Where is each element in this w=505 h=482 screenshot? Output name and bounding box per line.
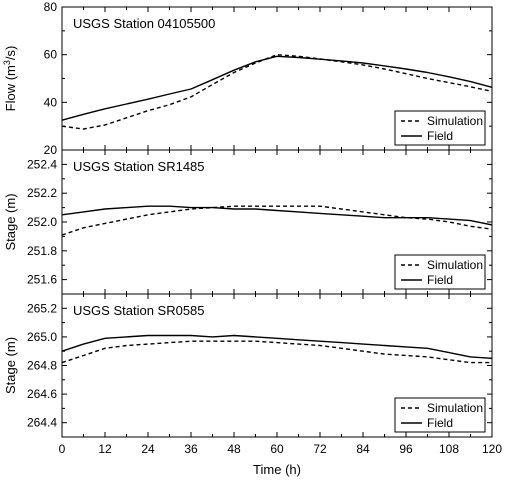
y-axis-title: Stage (m) <box>3 337 18 394</box>
y-tick-label: 60 <box>44 48 58 62</box>
series-line-field <box>61 55 493 121</box>
x-tick-label: 0 <box>59 442 66 456</box>
x-tick-label: 36 <box>184 442 198 456</box>
panel-1: 20 40 60 80 Flow (m3/s) USGS Station 04105500… <box>2 0 493 157</box>
legend-label: Field <box>427 129 453 143</box>
y-tick-label: 20 <box>44 143 58 157</box>
panel-3: 264.4 264.6 264.8 265.0 265.2 Stage (m) USGS S… <box>3 293 502 477</box>
x-tick-label: 72 <box>313 442 327 456</box>
y-tick-label: 252.0 <box>27 215 57 229</box>
x-axis-title: Time (h) <box>253 462 301 477</box>
y-tick-label: 265.2 <box>27 301 57 315</box>
y-axis-title-suffix: /s) <box>3 46 18 60</box>
series-line-field <box>61 334 493 359</box>
legend-label: Simulation <box>427 114 483 128</box>
legend-label: Field <box>427 273 453 287</box>
legend-label: Simulation <box>427 401 483 415</box>
y-tick-label: 80 <box>44 0 58 14</box>
y-tick-label: 252.4 <box>27 157 57 171</box>
x-tick-label: 60 <box>270 442 284 456</box>
x-tick-label: 120 <box>482 442 502 456</box>
y-axis-title: Flow (m3/s) <box>2 46 18 112</box>
panel-2: 251.6 251.8 252.0 252.2 252.4 Stage (m) USGS S… <box>3 149 493 295</box>
y-axis-title-sup: 3 <box>2 60 12 65</box>
y-tick-label: 264.8 <box>27 359 57 373</box>
y-tick-label: 251.8 <box>27 244 57 258</box>
series-line-simulation <box>61 54 493 130</box>
y-tick-label: 251.6 <box>27 273 57 287</box>
x-tick-label: 48 <box>227 442 241 456</box>
x-tick-label: 12 <box>98 442 112 456</box>
y-tick-label: 264.4 <box>27 416 57 430</box>
panel-title: USGS Station SR1485 <box>73 159 205 174</box>
y-axis-title-main: Flow (m <box>3 65 18 111</box>
x-tick-label: 24 <box>141 442 155 456</box>
panel-title: USGS Station SR0585 <box>73 303 205 318</box>
legend-box <box>394 254 486 290</box>
legend-label: Simulation <box>427 258 483 272</box>
y-tick-label: 252.2 <box>27 186 57 200</box>
series-line-field <box>61 205 493 226</box>
x-tick-label: 96 <box>399 442 413 456</box>
x-tick-label: 84 <box>356 442 370 456</box>
y-tick-label: 40 <box>44 95 58 109</box>
series-line-simulation <box>61 340 492 364</box>
y-tick-label: 264.6 <box>27 387 57 401</box>
y-tick-label: 265.0 <box>27 330 57 344</box>
x-tick-label: 108 <box>439 442 459 456</box>
legend-box <box>394 110 486 146</box>
y-axis-title: Stage (m) <box>3 193 18 250</box>
series-line-simulation <box>61 205 493 236</box>
panel-title: USGS Station 04105500 <box>73 16 215 31</box>
legend-label: Field <box>427 416 453 430</box>
legend-box <box>394 397 486 433</box>
